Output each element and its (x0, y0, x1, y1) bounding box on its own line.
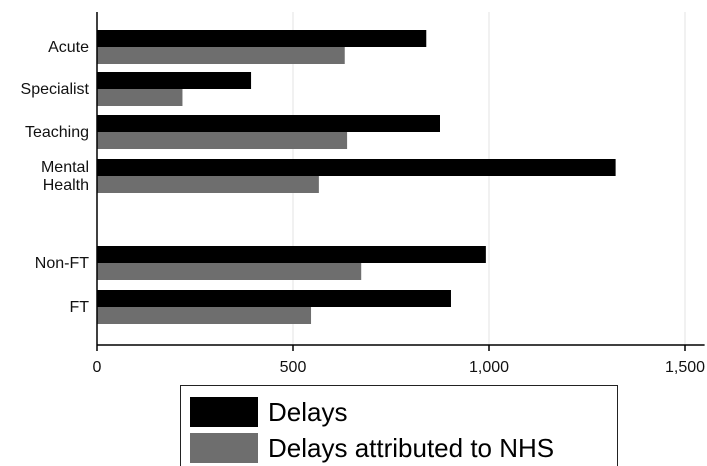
bar-acute-series-0 (97, 30, 427, 47)
bar-non-ft-series-0 (97, 246, 486, 263)
bar-specialist-series-1 (97, 89, 183, 106)
x-tick-label: 0 (93, 359, 102, 376)
legend: Delays Delays attributed to NHS (180, 385, 618, 466)
bar-acute-series-1 (97, 47, 345, 64)
bar-mental-health-series-0 (97, 159, 616, 176)
legend-swatch-delays-nhs (190, 433, 258, 463)
legend-swatch-delays (190, 397, 258, 427)
bars (97, 30, 616, 324)
category-label: Teaching (25, 124, 89, 141)
bar-mental-health-series-1 (97, 176, 319, 193)
bar-teaching-series-0 (97, 115, 440, 132)
axes: 0 500 1,000 1,500 (93, 12, 705, 376)
x-tick-label: 1,500 (665, 359, 705, 376)
legend-label-delays-nhs: Delays attributed to NHS (268, 432, 555, 463)
bar-teaching-series-1 (97, 132, 348, 149)
bar-non-ft-series-1 (97, 263, 362, 280)
category-label: Mental (41, 159, 89, 176)
legend-item-delays-nhs: Delays attributed to NHS (190, 432, 554, 464)
bar-ft-series-0 (97, 290, 451, 307)
category-label: Non-FT (35, 255, 89, 272)
legend-label-delays: Delays (268, 396, 348, 427)
x-tick-label: 500 (280, 359, 307, 376)
category-label: Health (43, 177, 89, 194)
category-label: Acute (48, 39, 89, 56)
bar-ft-series-1 (97, 307, 312, 324)
category-label: Specialist (21, 81, 90, 98)
bar-specialist-series-0 (97, 72, 252, 89)
x-tick-label: 1,000 (469, 359, 509, 376)
legend-item-delays: Delays (190, 396, 347, 428)
category-label: FT (69, 299, 89, 316)
